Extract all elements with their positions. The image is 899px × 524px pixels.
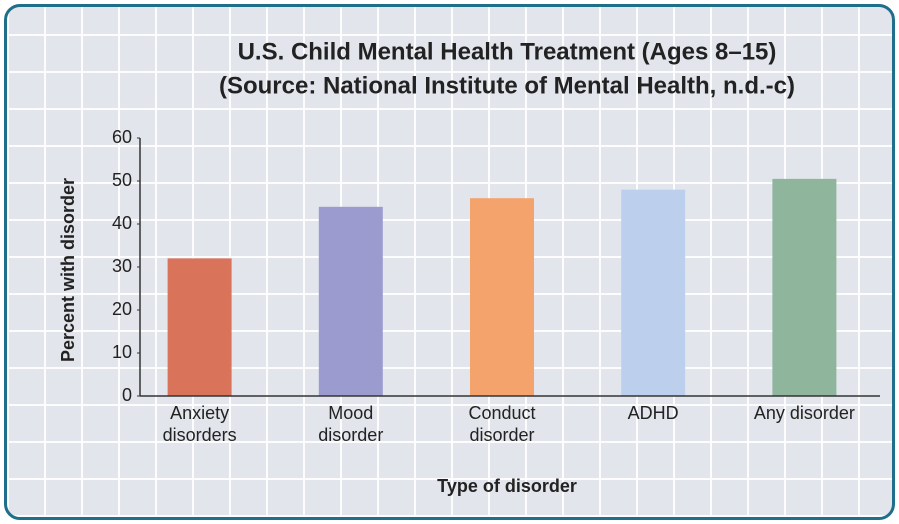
y-tick-label: 20 [112,299,132,319]
x-tick-label: Anxiety disorders [162,403,237,445]
y-axis-title: Percent with disorder [58,178,78,362]
y-tick-label: 40 [112,213,132,233]
chart-subtitle: (Source: National Institute of Mental He… [219,72,795,99]
y-tick-label: 10 [112,342,132,362]
y-tick-label: 0 [122,385,132,405]
x-axis-title: Type of disorder [437,476,577,496]
x-tick-label: Mood disorder [318,403,384,445]
bar [167,258,232,396]
y-tick-label: 60 [112,127,132,147]
x-tick-label: ADHD [627,403,679,423]
bar [772,178,837,396]
y-tick-label: 50 [112,170,132,190]
chart: U.S. Child Mental Health Treatment (Ages… [58,38,880,496]
bar [470,198,534,396]
x-tick-label: Any disorder [753,403,855,423]
chart-frame: U.S. Child Mental Health Treatment (Ages… [4,4,895,520]
bar [621,189,686,396]
chart-title: U.S. Child Mental Health Treatment (Ages… [238,38,777,65]
bar [318,206,383,396]
x-tick-label: Conduct disorder [468,403,536,445]
y-tick-label: 30 [112,256,132,276]
